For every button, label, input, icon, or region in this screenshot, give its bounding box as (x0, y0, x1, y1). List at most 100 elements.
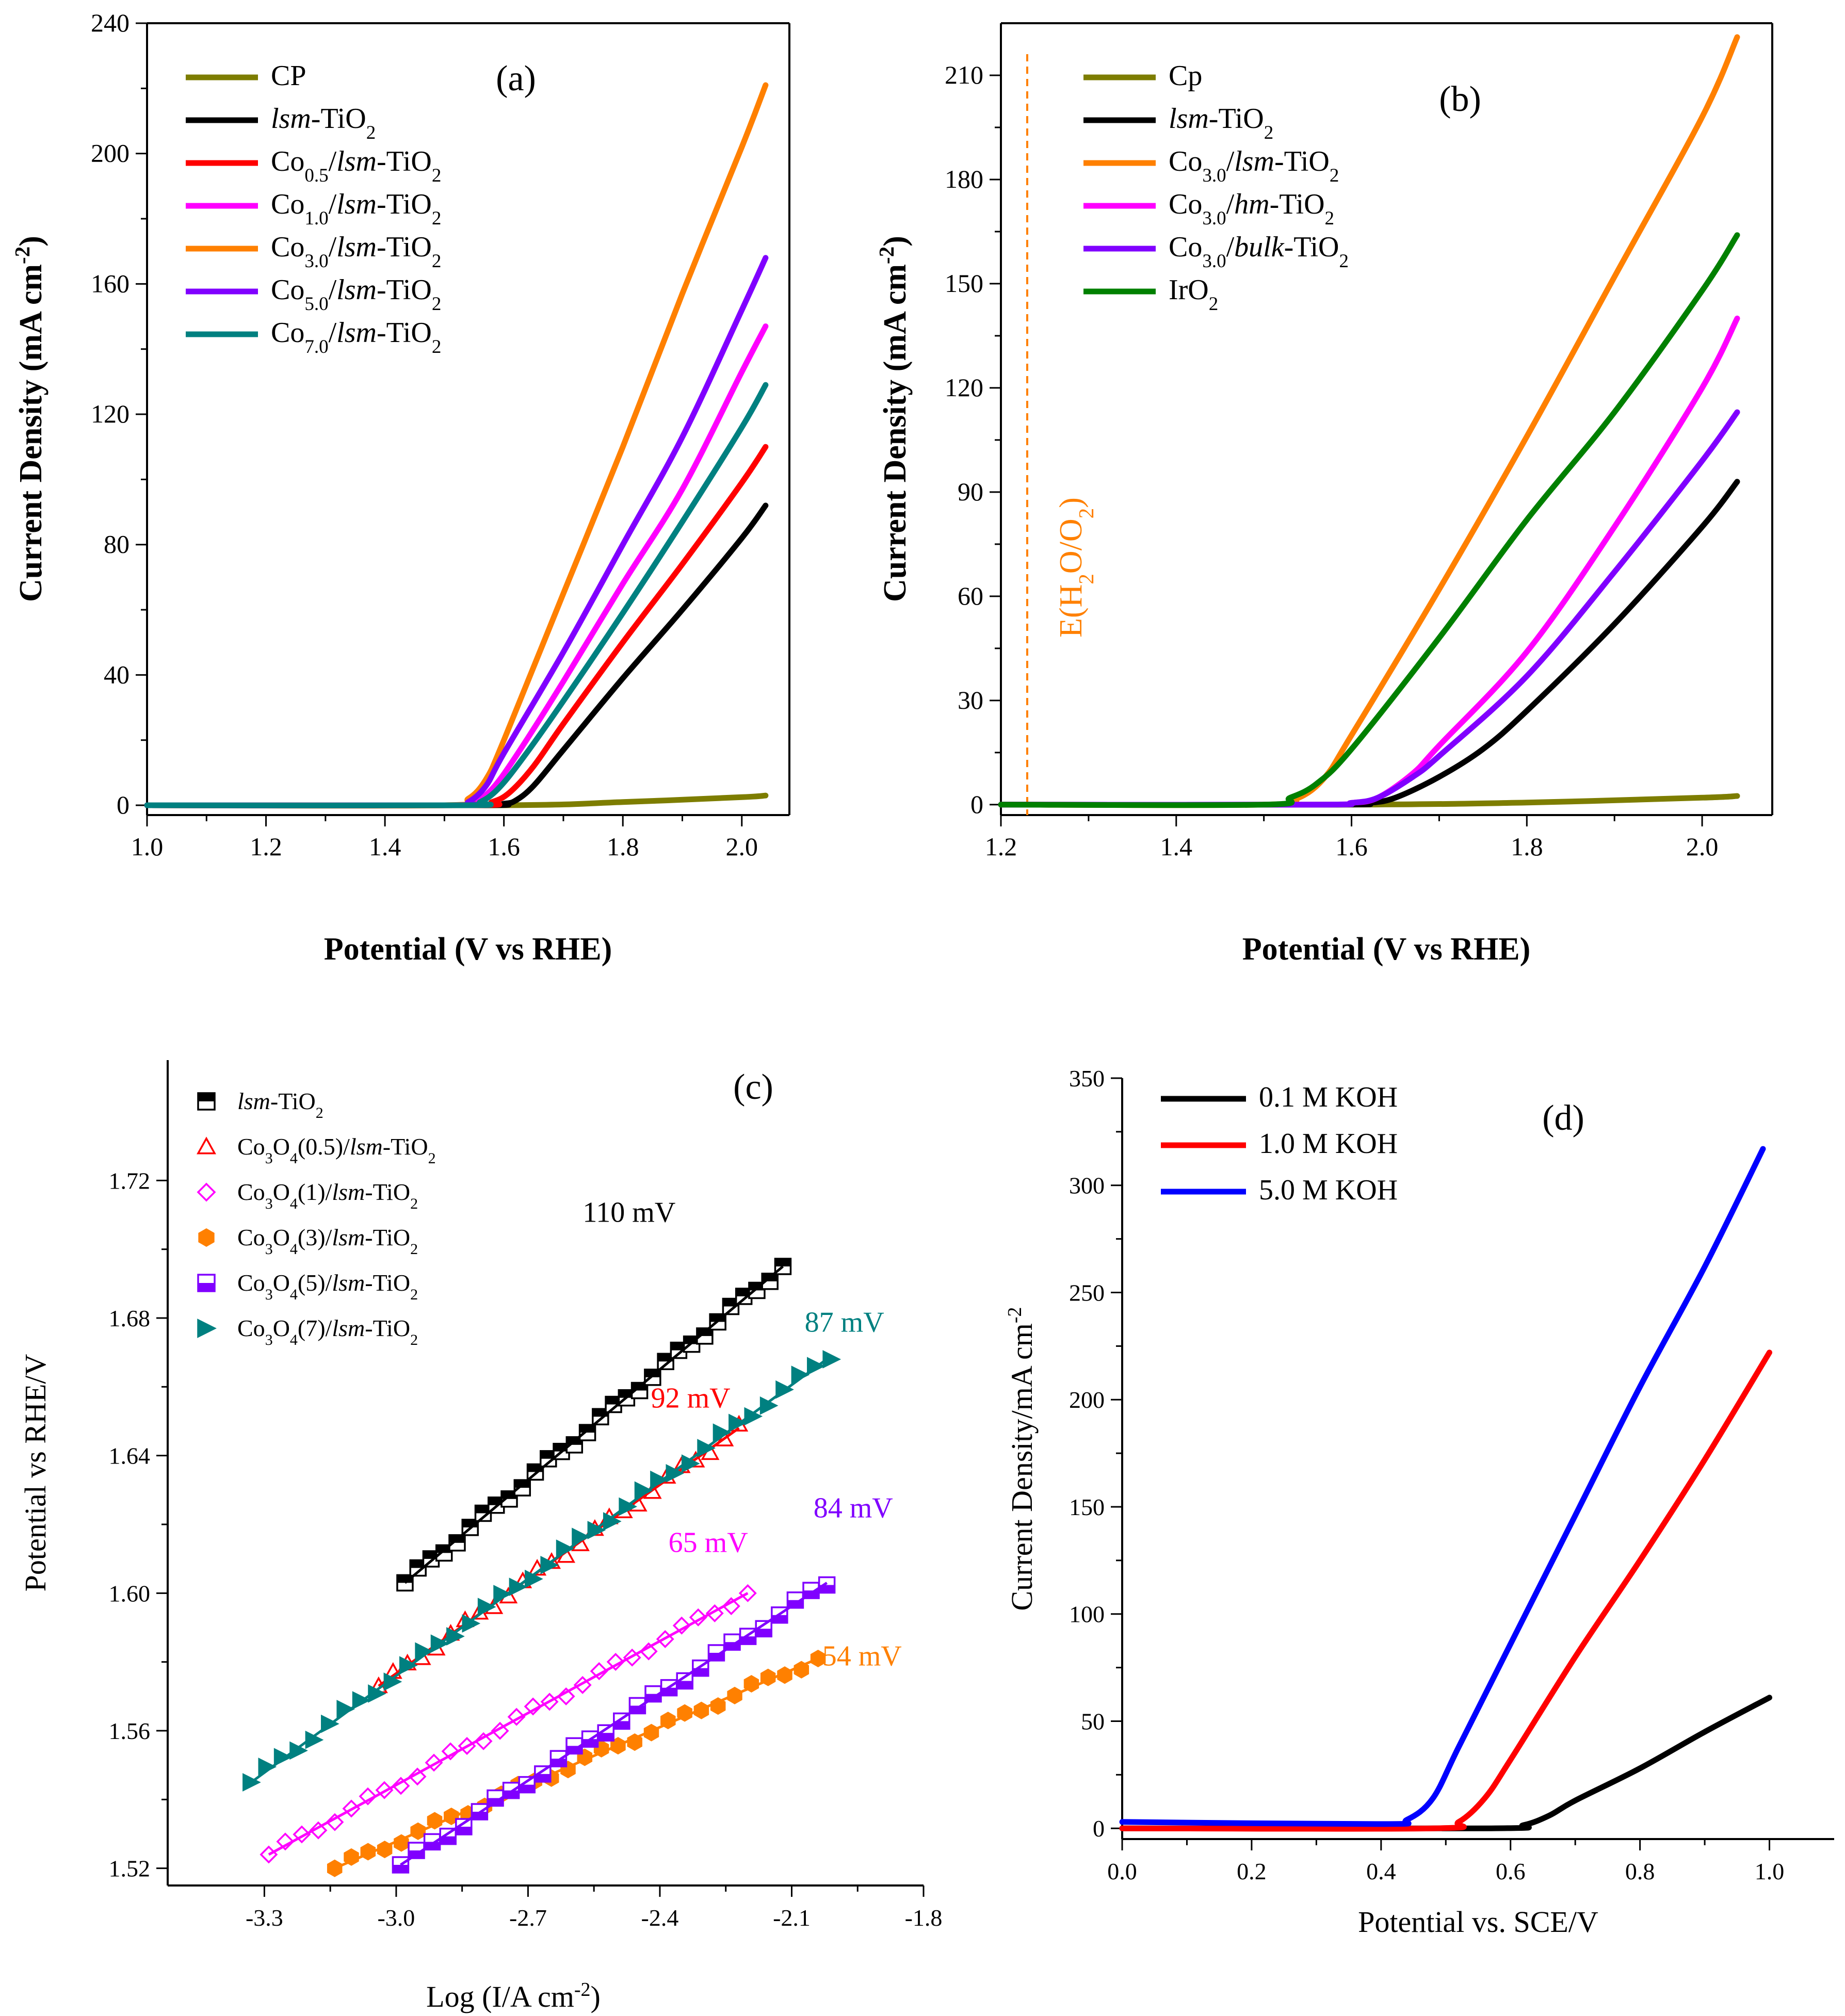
tafel-slope-label: 84 mV (814, 1492, 893, 1524)
panel-label: (b) (1439, 79, 1481, 119)
text-span: 2 (316, 1104, 323, 1121)
data-point-fill (519, 1784, 535, 1793)
panel-label: (d) (1542, 1098, 1584, 1138)
text-span: / (329, 317, 337, 349)
data-point-fill (198, 1093, 215, 1101)
text-span: -TiO (377, 317, 432, 349)
text-span: lsm (332, 1270, 365, 1296)
x-tick-label: 1.8 (607, 832, 639, 861)
text-span: ) (13, 236, 48, 247)
text-span: Co (271, 317, 304, 349)
text-span: Co (1169, 188, 1202, 220)
chart-panel-b: 1.2 1.4 1.6 1.8 2.0 0 30 60 90 120 150 180 210 Potent… (875, 22, 1773, 967)
text-span: 3.0 (1202, 251, 1226, 272)
text-span: 3 (265, 1286, 273, 1303)
text-span: Co (1169, 231, 1202, 263)
text-span: -TiO (377, 145, 432, 177)
chart-panel-d: 0.0 0.2 0.4 0.6 0.8 1.0 0 50 100 150 200 250 300 350 P… (1004, 1065, 1834, 1939)
data-point-fill (723, 1298, 739, 1307)
tafel-slope-label: 65 mV (669, 1526, 748, 1558)
text-span: -TiO (1209, 103, 1264, 135)
text-span: Co (237, 1270, 265, 1296)
data-point (738, 1584, 757, 1602)
data-point-fill (456, 1827, 472, 1835)
data-point (197, 1136, 216, 1155)
data-point-fill (410, 1560, 426, 1568)
y-tick-label: 240 (91, 8, 130, 37)
text-span: 3.0 (1202, 165, 1226, 186)
y-tick-label: 1.56 (109, 1718, 151, 1744)
tafel-slope-label: 92 mV (651, 1382, 731, 1414)
text-span: -2 (574, 1979, 591, 2001)
y-tick-label: 1.64 (109, 1443, 151, 1469)
y-tick-label: 200 (1069, 1387, 1105, 1413)
legend-label: Co5.0/lsm-TiO2 (271, 274, 441, 315)
chart-panel-a: 1.0 1.2 1.4 1.6 1.8 2.0 0 40 80 120 160 200 240 Poten… (10, 8, 790, 967)
x-tick-label: -3.0 (377, 1905, 415, 1931)
data-point (666, 1464, 685, 1483)
text-span: -TiO (365, 1224, 410, 1250)
text-span: O (273, 1224, 290, 1250)
series-line (144, 502, 769, 808)
data-point-fill (658, 1354, 674, 1362)
text-span: 2 (1074, 574, 1098, 584)
text-span: 5.0 M KOH (1259, 1174, 1398, 1206)
text-span: 2 (410, 1195, 418, 1212)
x-tick-label: 1.6 (488, 832, 520, 861)
y-tick-label: 250 (1069, 1279, 1105, 1306)
text-span: 2 (410, 1241, 418, 1258)
text-span: IrO (1169, 274, 1209, 306)
text-span: lsm (332, 1179, 365, 1205)
text-span: lsm (1234, 145, 1274, 177)
text-span: / (329, 274, 337, 306)
text-span: lsm (336, 145, 377, 177)
text-span: 3.0 (304, 251, 328, 272)
data-point-fill (540, 1451, 556, 1459)
x-axis-title: Potential (V vs RHE) (324, 932, 612, 967)
y-tick-label: 0 (1093, 1815, 1105, 1842)
text-span: 0.1 M KOH (1259, 1081, 1398, 1113)
legend-label: Co3O4(5)/lsm-TiO2 (237, 1270, 418, 1303)
y-axis-title: Current Density/mA cm-2 (1004, 1307, 1039, 1611)
legend-label: lsm-TiO2 (271, 103, 376, 143)
tafel-slope-label: 87 mV (805, 1307, 884, 1339)
y-tick-label: 150 (945, 269, 983, 298)
x-tick-label: 0.4 (1366, 1858, 1396, 1884)
y-axis-title: Potential vs RHE/V (19, 1354, 52, 1592)
data-point (524, 1697, 542, 1716)
text-span: 4 (290, 1331, 298, 1348)
text-span: Potential (V vs RHE) (324, 932, 612, 967)
series-line (144, 323, 769, 808)
fit-line (334, 1657, 819, 1869)
text-span: / (1226, 145, 1235, 177)
data-point-fill (535, 1774, 551, 1782)
fit-line (404, 1265, 784, 1584)
y-tick-label: 50 (1081, 1708, 1105, 1734)
y-tick-label: 150 (1069, 1494, 1105, 1520)
text-span: O (273, 1270, 290, 1296)
data-point-fill (198, 1283, 215, 1291)
text-span: Current Density/mA cm (1005, 1323, 1039, 1611)
text-span: -TiO (377, 274, 432, 306)
text-span: 7.0 (304, 336, 328, 357)
text-span: ) (1054, 497, 1089, 508)
x-tick-label: -2.1 (773, 1905, 811, 1931)
legend-label: Co1.0/lsm-TiO2 (271, 188, 441, 229)
x-tick-label: 1.4 (369, 832, 401, 861)
x-tick-label: 0.0 (1107, 1858, 1137, 1884)
data-point-fill (440, 1836, 456, 1844)
legend-label: lsm-TiO2 (1169, 103, 1273, 143)
text-span: / (329, 188, 337, 220)
data-point (359, 1787, 377, 1806)
reference-vline-label: E(H2O/O2) (1054, 497, 1098, 638)
data-point (197, 1319, 217, 1338)
y-tick-label: 90 (958, 477, 983, 506)
text-span: lsm (336, 317, 377, 349)
text-span: CP (271, 60, 306, 92)
legend-label: Co3O4(1)/lsm-TiO2 (237, 1179, 418, 1212)
text-span: 3 (265, 1241, 273, 1258)
x-tick-label: -2.7 (509, 1905, 547, 1931)
text-span: -TiO (377, 188, 432, 220)
text-span: 2 (1264, 122, 1274, 143)
text-span: -TiO (365, 1315, 410, 1341)
